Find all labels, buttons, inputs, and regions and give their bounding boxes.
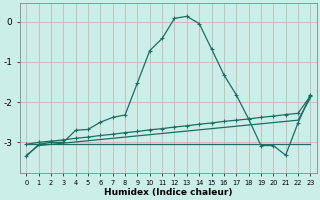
X-axis label: Humidex (Indice chaleur): Humidex (Indice chaleur) <box>104 188 233 197</box>
